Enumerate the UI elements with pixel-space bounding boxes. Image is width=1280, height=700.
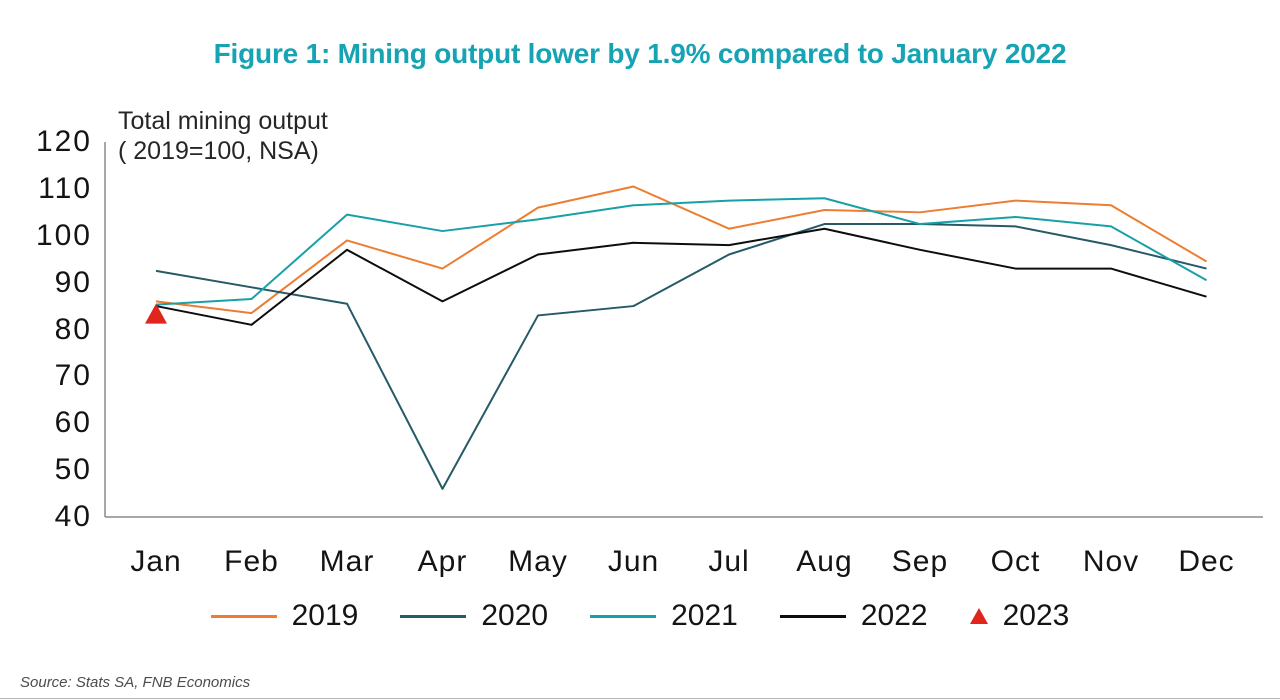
y-tick-label: 40 [54, 500, 92, 533]
x-tick-label-jun: Jun [607, 545, 660, 578]
series-line-2019 [155, 185, 1208, 315]
x-tick-label-mar: Mar [319, 545, 375, 578]
legend-label: 2021 [671, 599, 738, 632]
axis-note: Total mining output ( 2019=100, NSA) [118, 106, 328, 166]
y-tick-label: 90 [54, 265, 92, 299]
y-tick-label: 60 [54, 406, 92, 440]
x-tick-label-dec: Dec [1178, 545, 1235, 578]
series-line-2021 [155, 197, 1207, 306]
legend-label: 2020 [481, 599, 549, 632]
y-tick-label: 110 [38, 171, 92, 205]
x-tick-label-feb: Feb [224, 545, 279, 578]
legend-triangle-swatch [969, 608, 988, 624]
legend-item-2023: 2023 [969, 599, 1070, 633]
legend-label: 2022 [860, 599, 928, 632]
series-line-2022 [155, 227, 1207, 326]
y-axis-tick-labels: 40 50 60 70 80 90 100 110 120 [0, 0, 92, 700]
y-tick-label: 70 [54, 359, 92, 393]
legend-label: 2023 [1002, 599, 1070, 632]
x-tick-label-nov: Nov [1082, 545, 1140, 578]
legend-item-2020: 2020 [400, 599, 548, 633]
footer-divider [0, 698, 1280, 699]
figure-title: Figure 1: Mining output lower by 1.9% co… [213, 38, 1067, 69]
x-tick-label-may: May [508, 545, 568, 578]
y-tick-label: 120 [35, 125, 92, 158]
x-tick-label-jan: Jan [130, 545, 182, 578]
legend-item-2021: 2021 [590, 599, 738, 633]
series-line-2020 [155, 223, 1207, 490]
x-tick-label-jul: Jul [708, 545, 750, 578]
legend-label: 2019 [291, 599, 359, 632]
legend-line-swatch [779, 614, 846, 618]
y-tick-label: 100 [35, 218, 92, 252]
legend-line-swatch [210, 614, 277, 618]
x-tick-label-aug: Aug [796, 545, 853, 578]
legend-item-2019: 2019 [210, 599, 359, 633]
x-tick-label-sep: Sep [891, 545, 949, 578]
source-note: Source: Stats SA, FNB Economics [20, 674, 251, 691]
y-tick-label: 80 [54, 312, 92, 346]
x-tick-label-apr: Apr [417, 545, 468, 578]
y-tick-label: 50 [54, 453, 92, 487]
axis-note-line2: ( 2019=100, NSA) [118, 137, 319, 165]
x-tick-label-oct: Oct [990, 545, 1041, 578]
legend-line-swatch [590, 614, 657, 618]
chart-legend: 2019 2020 2021 2022 2023 [0, 599, 1280, 633]
legend-item-2022: 2022 [779, 599, 928, 633]
axis-note-line1: Total mining output [118, 107, 328, 135]
marker-2023 [145, 303, 167, 324]
legend-line-swatch [400, 614, 467, 618]
